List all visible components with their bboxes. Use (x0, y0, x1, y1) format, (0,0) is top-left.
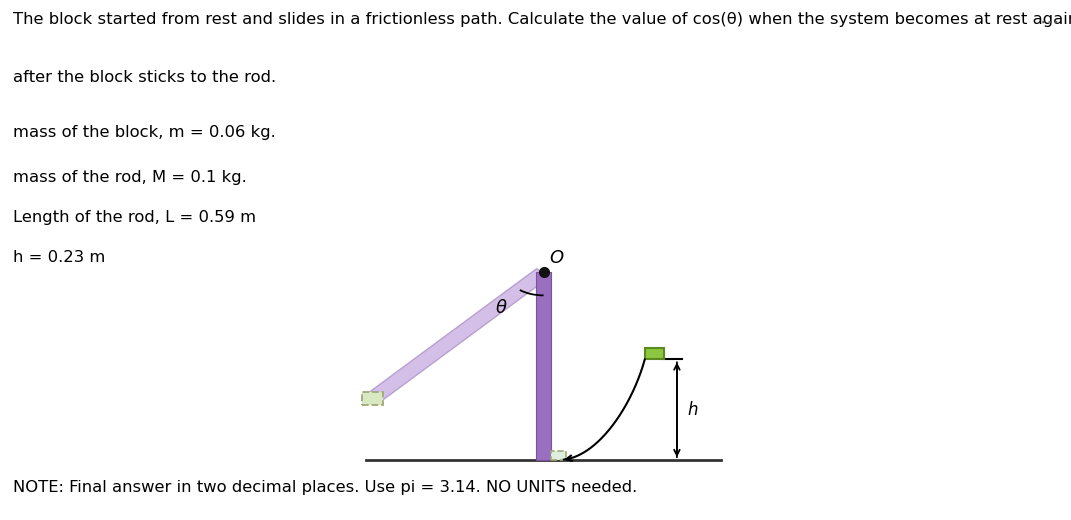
Bar (550, 451, 565, 460)
Text: mass of the rod, M = 0.1 kg.: mass of the rod, M = 0.1 kg. (13, 170, 246, 185)
Text: after the block sticks to the rod.: after the block sticks to the rod. (13, 70, 276, 85)
Text: Length of the rod, L = 0.59 m: Length of the rod, L = 0.59 m (13, 210, 256, 225)
Text: ⋯: ⋯ (1040, 12, 1059, 32)
Bar (645, 347, 664, 359)
Bar (362, 393, 382, 405)
Bar (537, 272, 550, 460)
Polygon shape (365, 269, 550, 402)
Text: O: O (549, 249, 563, 267)
Text: h: h (688, 401, 698, 419)
Text: $\theta$: $\theta$ (495, 299, 508, 317)
Text: h = 0.23 m: h = 0.23 m (13, 250, 105, 265)
Text: mass of the block, m = 0.06 kg.: mass of the block, m = 0.06 kg. (13, 125, 275, 140)
Text: The block started from rest and slides in a frictionless path. Calculate the val: The block started from rest and slides i… (13, 12, 1071, 28)
Text: NOTE: Final answer in two decimal places. Use pi = 3.14. NO UNITS needed.: NOTE: Final answer in two decimal places… (13, 480, 637, 495)
